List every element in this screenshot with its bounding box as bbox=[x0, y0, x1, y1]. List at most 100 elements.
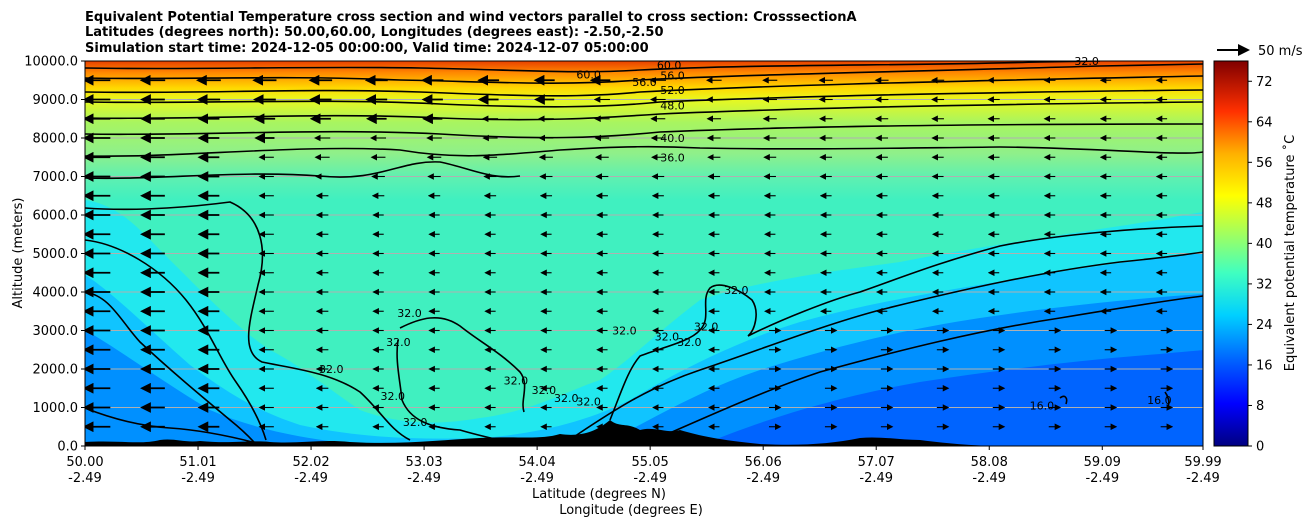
x-tick-label-lat: 59.99 bbox=[1184, 455, 1221, 470]
contour-label: 52.0 bbox=[660, 84, 685, 97]
y-tick-label: 5000.0 bbox=[33, 247, 79, 262]
contour-label: 32.0 bbox=[694, 321, 719, 334]
x-tick-label-lat: 53.03 bbox=[405, 455, 442, 470]
y-tick-label: 9000.0 bbox=[33, 93, 79, 108]
colorbar-tick-label: 0 bbox=[1256, 440, 1264, 455]
x-tick-label-lat: 59.09 bbox=[1084, 455, 1121, 470]
contour-label: 48.0 bbox=[660, 99, 685, 112]
colorbar bbox=[1213, 60, 1249, 447]
contour-24-west bbox=[85, 291, 259, 446]
x-axis: 50.00-2.4951.01-2.4952.02-2.4953.03-2.49… bbox=[66, 446, 1222, 486]
contour-label: 32.0 bbox=[655, 330, 680, 343]
x-tick-label-lon: -2.49 bbox=[520, 471, 554, 486]
contour-label: 36.0 bbox=[660, 151, 685, 164]
x-axis-label-latitude: Latitude (degrees N) bbox=[532, 487, 666, 502]
x-tick-label-lat: 50.00 bbox=[66, 455, 103, 470]
y-axis-label: Altitude (meters) bbox=[11, 198, 26, 309]
contour-label: 32.0 bbox=[554, 392, 579, 405]
x-tick-label-lon: -2.49 bbox=[633, 471, 667, 486]
x-tick-label-lat: 54.04 bbox=[519, 455, 556, 470]
y-tick-label: 8000.0 bbox=[33, 132, 79, 147]
contour-label: 32.0 bbox=[504, 375, 529, 388]
contour-label: 32.0 bbox=[576, 396, 601, 409]
colorbar-label: Equivalent potential temperature ˚C bbox=[1282, 135, 1298, 371]
contour-36-lower bbox=[85, 161, 521, 180]
contour-label: 32.0 bbox=[403, 416, 428, 429]
contour-label: 32.0 bbox=[397, 307, 422, 320]
colorbar-ticks: 0 8 16 24 32 40 48 56 64 72 bbox=[1248, 75, 1273, 455]
contour-label: 32.0 bbox=[381, 390, 406, 403]
contour-32-mid bbox=[396, 339, 521, 446]
colorbar-tick-label: 8 bbox=[1256, 399, 1264, 414]
y-tick-label: 2000.0 bbox=[33, 363, 79, 378]
contour-label: 32.0 bbox=[386, 336, 411, 349]
x-tick-label-lon: -2.49 bbox=[972, 471, 1006, 486]
contour-labels: 60.060.056.056.052.048.040.036.032.032.0… bbox=[319, 55, 1172, 429]
contour-label: 16.0 bbox=[1147, 394, 1172, 407]
contour-label: 32.0 bbox=[532, 384, 557, 397]
contour-label: 56.0 bbox=[632, 76, 657, 89]
y-tick-label: 10000.0 bbox=[24, 55, 78, 70]
chart-title-line-2: Latitudes (degrees north): 50.00,60.00, … bbox=[85, 25, 664, 40]
colorbar-tick-label: 40 bbox=[1256, 237, 1273, 252]
contour-label: 60.0 bbox=[576, 68, 601, 81]
terrain bbox=[85, 420, 1000, 446]
x-axis-label-longitude: Longitude (degrees E) bbox=[559, 503, 703, 518]
wind-key-label: 50 m/s bbox=[1258, 44, 1303, 59]
x-tick-label-lon: -2.49 bbox=[68, 471, 102, 486]
colorbar-tick-label: 16 bbox=[1256, 358, 1273, 373]
chart-title-line-3: Simulation start time: 2024-12-05 00:00:… bbox=[85, 41, 649, 56]
colorbar-tick-label: 56 bbox=[1256, 156, 1273, 171]
contour-label: 40.0 bbox=[660, 132, 685, 145]
contour-label: 32.0 bbox=[724, 284, 749, 297]
colorbar-tick-label: 32 bbox=[1256, 277, 1273, 292]
wind-vectors bbox=[85, 74, 1174, 433]
y-tick-label: 3000.0 bbox=[33, 324, 79, 339]
contour-32-east bbox=[609, 225, 1203, 421]
x-tick-label-lon: -2.49 bbox=[746, 471, 780, 486]
contour-label: 60.0 bbox=[657, 59, 682, 72]
plot-area bbox=[85, 61, 1203, 446]
x-tick-label-lon: -2.49 bbox=[1186, 471, 1220, 486]
x-tick-label-lat: 58.08 bbox=[971, 455, 1008, 470]
y-tick-label: 1000.0 bbox=[33, 401, 79, 416]
contour-label: 32.0 bbox=[612, 325, 637, 338]
y-tick-label: 6000.0 bbox=[33, 209, 79, 224]
contour-36 bbox=[85, 145, 1203, 157]
y-tick-label: 7000.0 bbox=[33, 170, 79, 185]
theta-e-field-deep-blue bbox=[700, 350, 1203, 446]
contour-20-west bbox=[85, 407, 261, 445]
colorbar-tick-label: 48 bbox=[1256, 196, 1273, 211]
contour-60 bbox=[85, 61, 1101, 73]
y-tick-label: 0.0 bbox=[57, 440, 78, 455]
wind-key: 50 m/s bbox=[1217, 44, 1303, 59]
contour-label: 32.0 bbox=[677, 336, 702, 349]
x-tick-label-lat: 51.01 bbox=[179, 455, 216, 470]
x-tick-label-lon: -2.49 bbox=[859, 471, 893, 486]
chart-title-line-1: Equivalent Potential Temperature cross s… bbox=[85, 10, 857, 25]
contour-48 bbox=[85, 89, 1203, 108]
y-tick-label: 4000.0 bbox=[33, 286, 79, 301]
x-tick-label-lon: -2.49 bbox=[1085, 471, 1119, 486]
x-tick-label-lon: -2.49 bbox=[294, 471, 328, 486]
y-axis: 0.0 1000.0 2000.0 3000.0 4000.0 5000.0 6000.0 7… bbox=[24, 55, 85, 455]
x-tick-label-lon: -2.49 bbox=[181, 471, 215, 486]
colorbar-tick-label: 72 bbox=[1256, 75, 1273, 90]
x-tick-label-lat: 55.05 bbox=[632, 455, 669, 470]
contour-32-loop bbox=[399, 316, 526, 413]
contour-lines bbox=[85, 61, 1203, 446]
contour-label: 56.0 bbox=[660, 70, 685, 83]
x-tick-label-lat: 57.07 bbox=[858, 455, 895, 470]
contour-label: 16.0 bbox=[1030, 400, 1055, 413]
x-tick-label-lon: -2.49 bbox=[407, 471, 441, 486]
contour-32-west bbox=[85, 201, 411, 441]
x-tick-label-lat: 56.06 bbox=[745, 455, 782, 470]
contour-label: 32.0 bbox=[319, 363, 344, 376]
colorbar-tick-label: 64 bbox=[1256, 115, 1273, 130]
colorbar-tick-label: 24 bbox=[1256, 318, 1273, 333]
x-tick-label-lat: 52.02 bbox=[292, 455, 329, 470]
contour-24 bbox=[639, 295, 1203, 446]
contour-52 bbox=[85, 75, 1203, 97]
contour-56 bbox=[85, 63, 1203, 84]
